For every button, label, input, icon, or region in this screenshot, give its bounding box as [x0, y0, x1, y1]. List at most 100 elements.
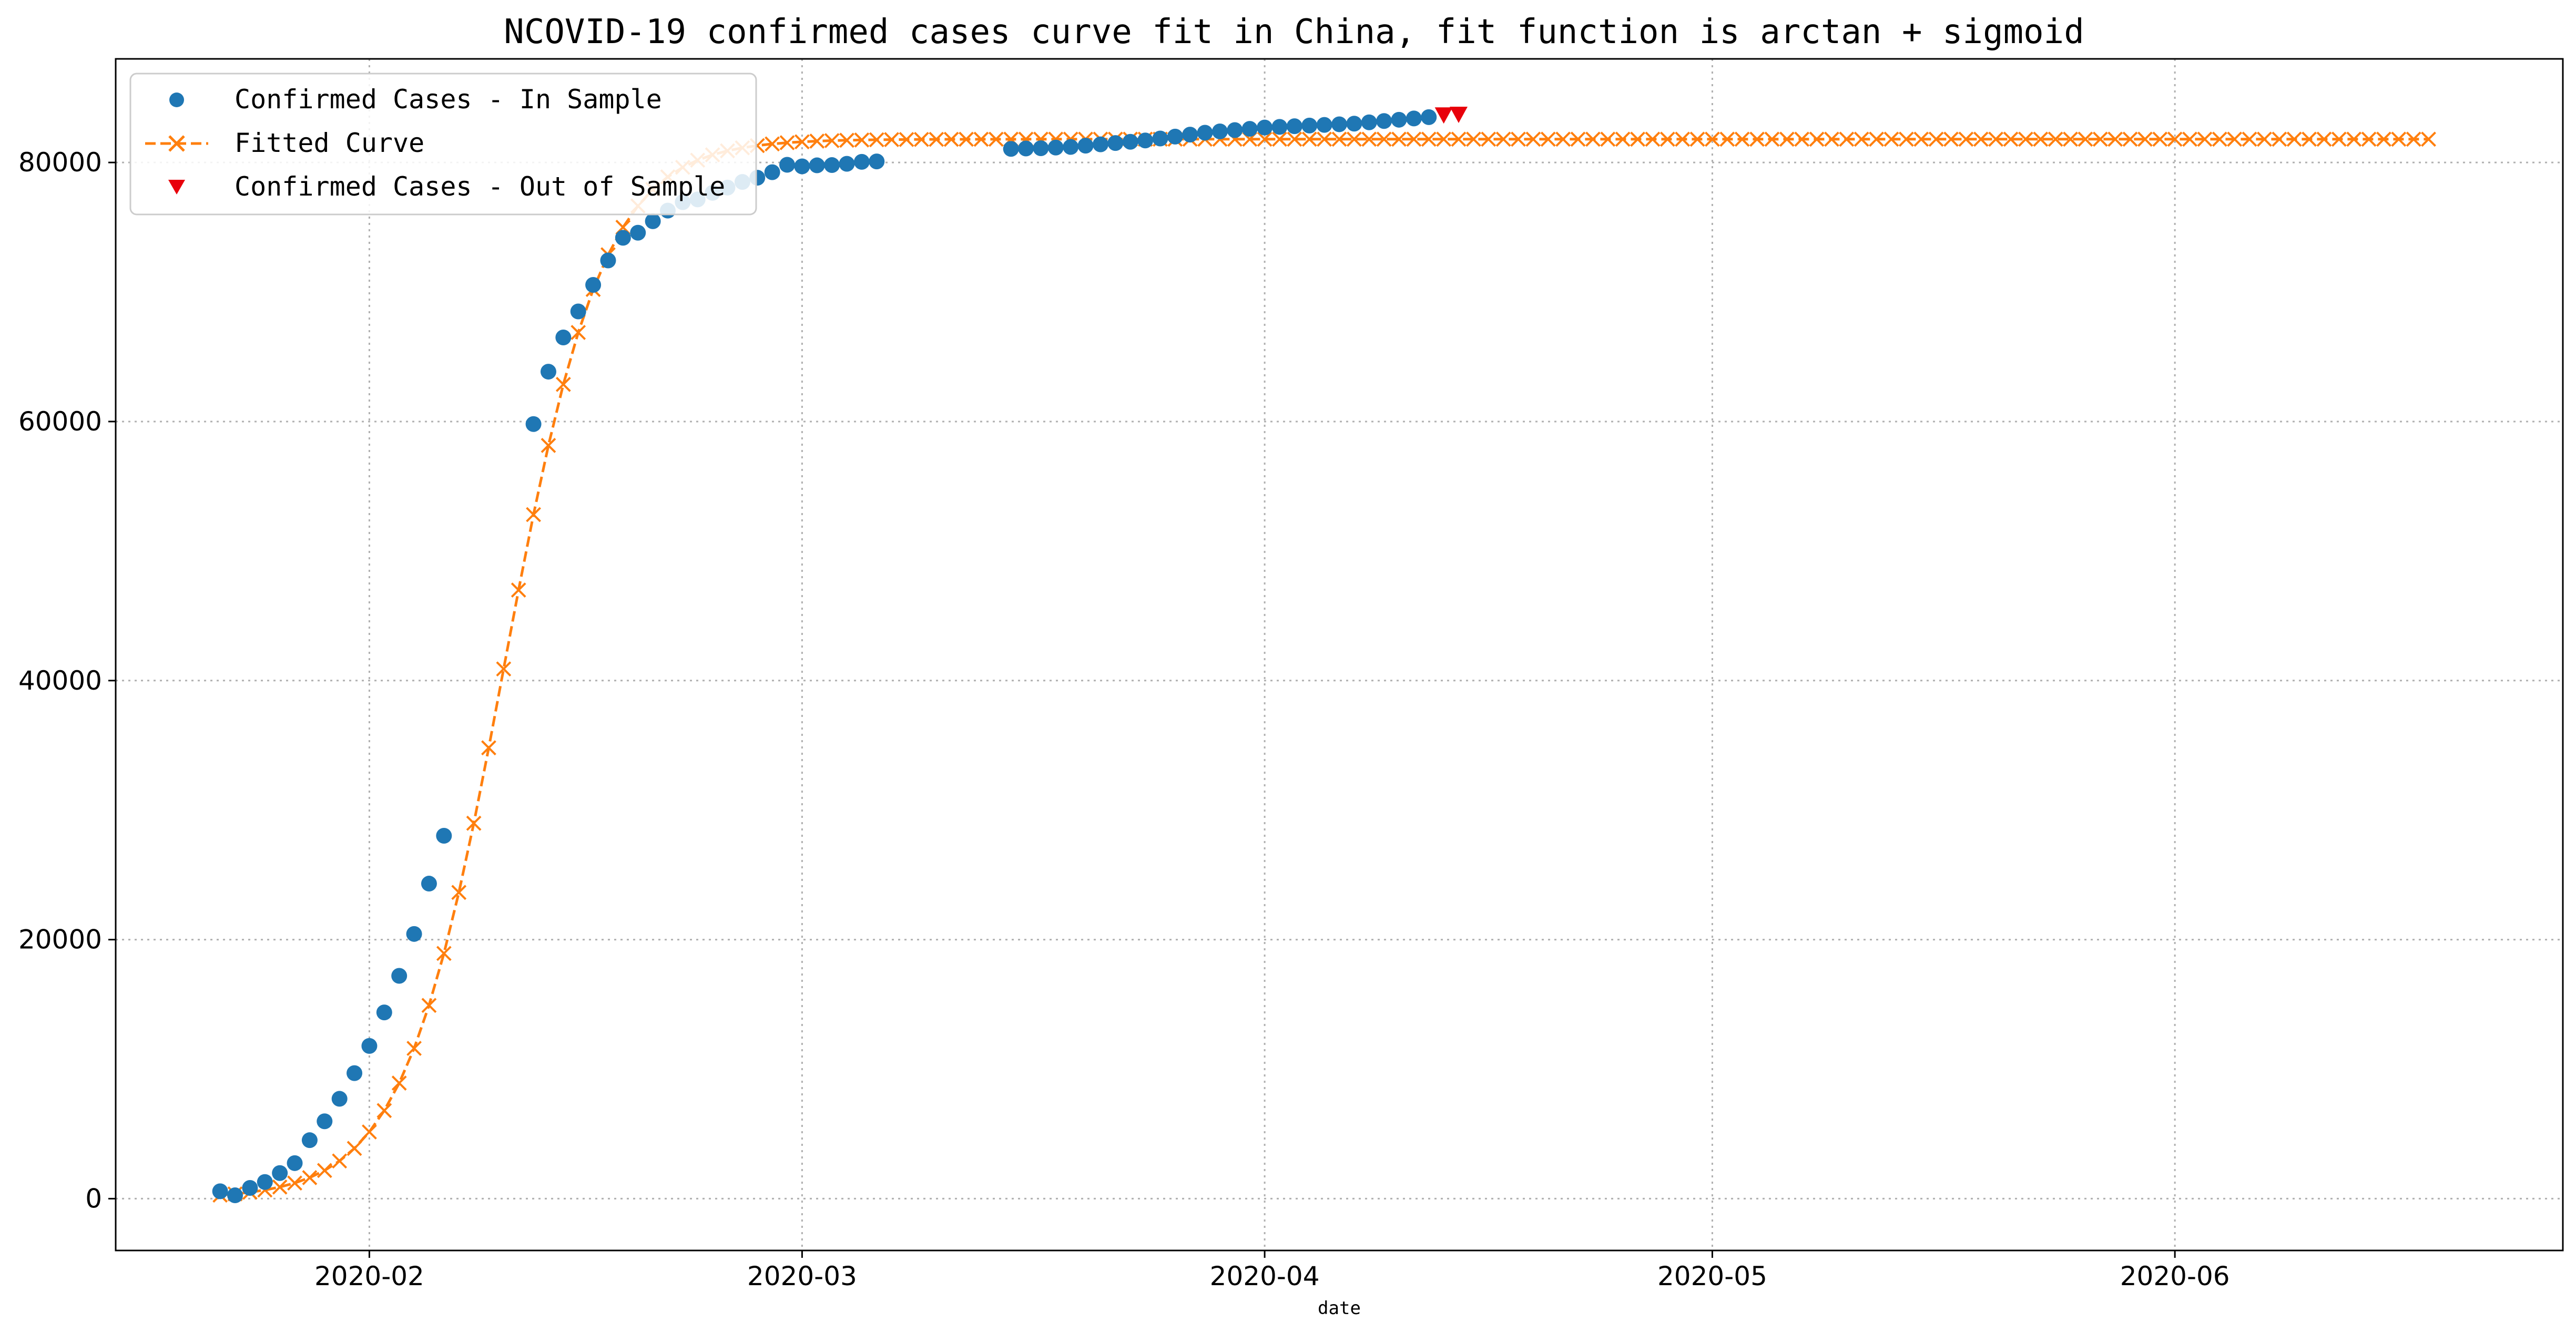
fitted-curve-marker — [287, 1175, 302, 1191]
in-sample-point — [347, 1065, 363, 1081]
fitted-curve-marker — [496, 661, 512, 677]
fitted-curve-marker — [1465, 131, 1481, 147]
in-sample-point — [1033, 140, 1049, 157]
fitted-curve-marker — [1525, 131, 1541, 147]
fitted-curve-marker — [391, 1075, 407, 1091]
fitted-curve-marker — [555, 376, 571, 392]
out-of-sample-point — [1450, 106, 1468, 123]
fitted-curve-marker — [1555, 131, 1571, 147]
fitted-curve-marker — [332, 1153, 348, 1169]
fitted-curve-marker — [2286, 131, 2302, 147]
x-tick-label: 2020-04 — [1210, 1261, 1320, 1291]
fitted-curve-marker — [2421, 131, 2437, 147]
fitted-curve-marker — [1719, 131, 1735, 147]
fitted-curve-marker — [1376, 131, 1392, 147]
grid-layer — [116, 59, 2563, 1250]
fitted-curve-marker — [1511, 131, 1526, 147]
legend-label-in-sample: Confirmed Cases - In Sample — [235, 84, 662, 115]
in-sample-point — [853, 153, 870, 170]
in-sample-point — [1018, 140, 1034, 157]
in-sample-point — [1107, 135, 1124, 151]
fitted-curve-marker — [1495, 131, 1511, 147]
fitted-curve-marker — [779, 135, 795, 150]
x-tick-label: 2020-06 — [2120, 1261, 2230, 1291]
in-sample-point — [1167, 128, 1183, 145]
fitted-curve-marker — [1898, 131, 1914, 147]
fitted-curve-marker — [2272, 131, 2287, 147]
fitted-curve-marker — [2078, 131, 2093, 147]
x-tick-label: 2020-05 — [1657, 1261, 1767, 1291]
in-sample-point — [406, 926, 422, 942]
axis-layer: 2020-02 2020-03 2020-04 2020-05 2020-06 0 2000… — [18, 147, 2230, 1291]
fitted-curve-marker — [2376, 131, 2391, 147]
in-sample-point — [1391, 111, 1407, 128]
fitted-curve-marker — [1301, 131, 1317, 147]
in-sample-point — [809, 157, 825, 173]
fitted-curve-marker — [2167, 131, 2183, 147]
legend: Confirmed Cases - In Sample Fitted Curve… — [129, 73, 757, 216]
fitted-curve-marker — [2257, 131, 2272, 147]
y-tick-label: 20000 — [18, 925, 102, 955]
in-sample-point — [570, 303, 586, 320]
in-sample-point — [421, 876, 437, 892]
fitted-curve-marker — [2227, 131, 2243, 147]
fitted-curve-marker — [406, 1041, 422, 1056]
fitted-curve-marker — [376, 1103, 392, 1119]
in-sample-point — [436, 828, 452, 844]
in-sample-point — [600, 252, 616, 269]
fitted-curve-marker — [1615, 131, 1631, 147]
fitted-curve-marker — [317, 1163, 332, 1178]
fitted-curve-marker — [541, 437, 556, 453]
fitted-curve-marker — [854, 132, 870, 148]
y-tick-label: 40000 — [18, 665, 102, 696]
fitted-curve-marker — [1809, 131, 1825, 147]
fitted-curve-marker — [884, 132, 900, 148]
fitted-curve-marker — [1257, 131, 1272, 147]
fitted-curve-marker — [1659, 131, 1675, 147]
fitted-curve-marker — [2197, 131, 2213, 147]
fitted-curve-marker — [2092, 131, 2108, 147]
fitted-curve-marker — [1630, 131, 1645, 147]
fitted-curve-marker — [1958, 131, 1974, 147]
fitted-curve-marker — [466, 815, 482, 831]
fitted-curve-marker — [2063, 131, 2078, 147]
fitted-curve-marker — [1749, 131, 1765, 147]
in-sample-point — [1211, 123, 1228, 139]
in-sample-point — [869, 153, 885, 170]
fitted-curve-marker — [929, 131, 944, 147]
fitted-curve-marker — [1540, 131, 1556, 147]
in-sample-point — [839, 156, 855, 172]
in-sample-point — [1063, 139, 1079, 155]
fitted-curve-marker — [1272, 131, 1287, 147]
fitted-curve-marker — [2122, 131, 2138, 147]
in-sample-point — [1047, 139, 1064, 156]
in-sample-point — [1406, 110, 1422, 127]
x-tick-label: 2020-02 — [314, 1261, 424, 1291]
in-sample-point — [1271, 119, 1288, 135]
fitted-curve-marker — [1436, 131, 1452, 147]
legend-label-out-sample: Confirmed Cases - Out of Sample — [235, 171, 725, 202]
fitted-curve-marker — [421, 998, 437, 1013]
y-tick-label: 60000 — [18, 406, 102, 437]
fitted-curve-line — [220, 138, 2429, 1197]
fitted-curve-marker — [1824, 131, 1839, 147]
in-sample-point — [301, 1132, 318, 1149]
fitted-curve-marker — [1287, 131, 1302, 147]
in-sample-point — [212, 1183, 228, 1199]
fitted-curve-marker — [1883, 131, 1899, 147]
fitted-curve-marker — [913, 131, 929, 147]
fitted-curve-marker — [362, 1124, 377, 1140]
fitted-curve-marker — [2003, 131, 2019, 147]
in-sample-point — [1122, 134, 1138, 150]
fitted-curve-marker — [1451, 131, 1467, 147]
fitted-curve-marker — [2302, 131, 2317, 147]
in-sample-point — [645, 213, 661, 229]
fitted-curve-marker — [2018, 131, 2033, 147]
fitted-curve-marker — [2033, 131, 2049, 147]
fitted-curve-marker — [794, 134, 810, 150]
fitted-curve-marker — [1734, 131, 1750, 147]
fitted-curve-marker — [1839, 131, 1855, 147]
out-of-sample-point — [1434, 107, 1453, 124]
fitted-curve-marker — [2242, 131, 2257, 147]
